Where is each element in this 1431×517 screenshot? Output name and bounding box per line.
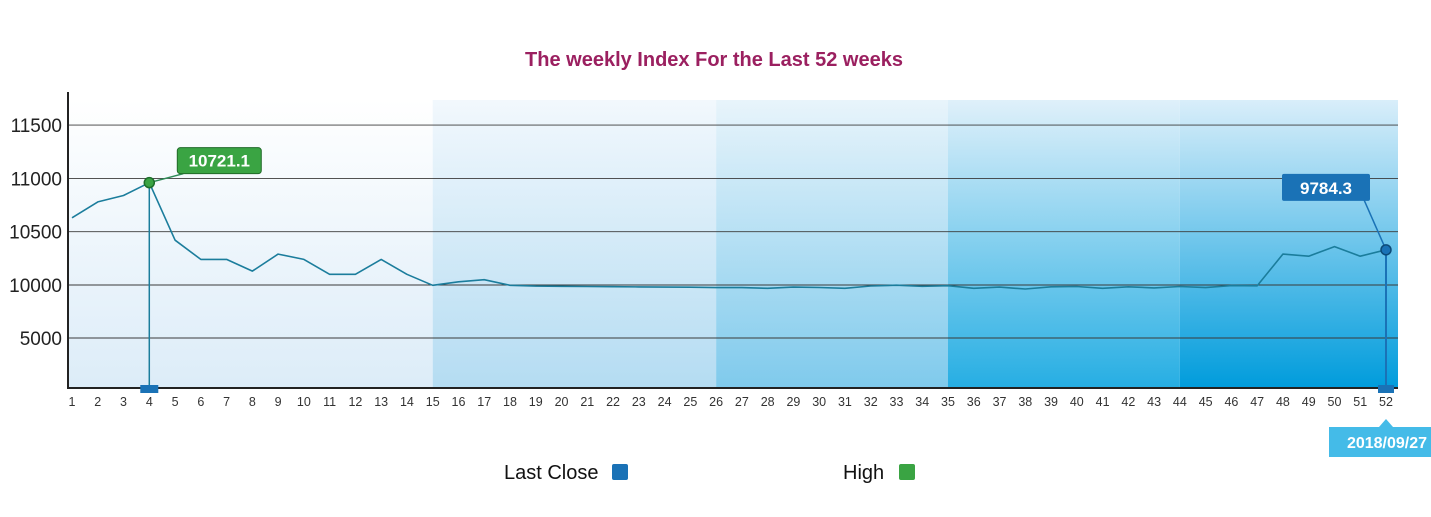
x-tick-label: 5	[172, 395, 179, 409]
x-tick-label: 12	[348, 395, 362, 409]
legend-label-high: High	[843, 462, 884, 484]
x-tick-label: 48	[1276, 395, 1290, 409]
y-tick-label: 10000	[9, 276, 62, 297]
legend-swatch-last-close	[612, 464, 628, 480]
x-tick-label: 4	[146, 395, 153, 409]
grid-lines	[68, 124, 1398, 339]
high-callout-value: 10721.1	[189, 152, 250, 171]
x-tick-label: 34	[915, 395, 929, 409]
last-point	[1380, 244, 1392, 256]
high-point	[143, 176, 156, 189]
x-tick-label: 44	[1173, 395, 1187, 409]
x-tick-label: 27	[735, 395, 749, 409]
x-tick-label: 50	[1328, 395, 1342, 409]
last-axis-tab	[1378, 385, 1394, 393]
x-tick-label: 33	[890, 395, 904, 409]
background-band	[432, 100, 717, 388]
x-tick-label: 49	[1302, 395, 1316, 409]
x-tick-label: 16	[452, 395, 466, 409]
x-tick-labels: 1 2 3 4 5 6 7 8 9 10 11 12 13 14 15 16 17 18 19 20 21 22 23 24 2…	[69, 395, 1393, 409]
high-marker: 10721.1	[140, 147, 262, 393]
series-line-last-close	[71, 181, 1387, 290]
x-tick-label: 41	[1096, 395, 1110, 409]
background-band	[1179, 100, 1398, 388]
x-tick-label: 28	[761, 395, 775, 409]
x-tick-label: 13	[374, 395, 388, 409]
x-tick-label: 32	[864, 395, 878, 409]
x-tick-label: 14	[400, 395, 414, 409]
x-tick-label: 51	[1353, 395, 1367, 409]
last-date-label: 2018/09/27	[1347, 435, 1427, 452]
background-band	[68, 100, 433, 388]
x-tick-label: 30	[812, 395, 826, 409]
x-tick-label: 3	[120, 395, 127, 409]
x-tick-label: 45	[1199, 395, 1213, 409]
x-tick-label: 22	[606, 395, 620, 409]
x-tick-label: 25	[683, 395, 697, 409]
x-tick-label: 2	[94, 395, 101, 409]
x-tick-label: 10	[297, 395, 311, 409]
x-tick-label: 9	[275, 395, 282, 409]
high-axis-tab	[140, 385, 159, 393]
x-tick-label: 43	[1147, 395, 1161, 409]
x-tick-label: 21	[580, 395, 594, 409]
high-callout-box	[176, 147, 262, 175]
y-tick-label: 11500	[11, 116, 62, 137]
last-leader-line	[1363, 199, 1387, 251]
legend: Last Close High	[504, 462, 915, 484]
y-tick-labels: 5000 10000 10500 11000 11500	[9, 116, 62, 350]
x-tick-label: 39	[1044, 395, 1058, 409]
x-tick-label: 18	[503, 395, 517, 409]
background-band	[716, 100, 948, 388]
x-tick-label: 23	[632, 395, 646, 409]
x-tick-label: 47	[1250, 395, 1264, 409]
date-box	[1329, 427, 1431, 457]
x-tick-label: 7	[223, 395, 230, 409]
x-tick-label: 1	[69, 395, 76, 409]
x-tick-label: 35	[941, 395, 955, 409]
x-tick-label: 26	[709, 395, 723, 409]
x-tick-label: 40	[1070, 395, 1084, 409]
high-leader-line	[149, 172, 184, 184]
last-marker: 9784.3 2018/09/27	[1282, 173, 1431, 457]
date-box-pointer	[1379, 419, 1393, 427]
x-tick-label: 52	[1379, 395, 1393, 409]
x-tick-label: 36	[967, 395, 981, 409]
x-tick-label: 46	[1224, 395, 1238, 409]
y-tick-label: 10500	[9, 223, 62, 244]
x-tick-label: 29	[786, 395, 800, 409]
x-tick-label: 20	[555, 395, 569, 409]
x-tick-label: 8	[249, 395, 256, 409]
x-tick-label: 19	[529, 395, 543, 409]
x-tick-label: 6	[197, 395, 204, 409]
x-tick-label: 15	[426, 395, 440, 409]
legend-swatch-high	[899, 464, 915, 480]
x-tick-label: 17	[477, 395, 491, 409]
x-tick-label: 11	[323, 395, 336, 409]
y-tick-label: 11000	[11, 169, 62, 190]
chart-title: The weekly Index For the Last 52 weeks	[525, 49, 903, 71]
legend-label-last-close: Last Close	[504, 462, 599, 484]
x-tick-label: 37	[993, 395, 1007, 409]
x-tick-label: 42	[1121, 395, 1135, 409]
y-tick-label: 5000	[20, 329, 62, 350]
last-callout-box	[1282, 173, 1370, 201]
x-tick-label: 31	[838, 395, 852, 409]
last-callout-value: 9784.3	[1300, 179, 1352, 198]
background-bands	[68, 100, 1398, 388]
background-band	[948, 100, 1180, 388]
x-tick-label: 24	[658, 395, 672, 409]
x-tick-label: 38	[1018, 395, 1032, 409]
